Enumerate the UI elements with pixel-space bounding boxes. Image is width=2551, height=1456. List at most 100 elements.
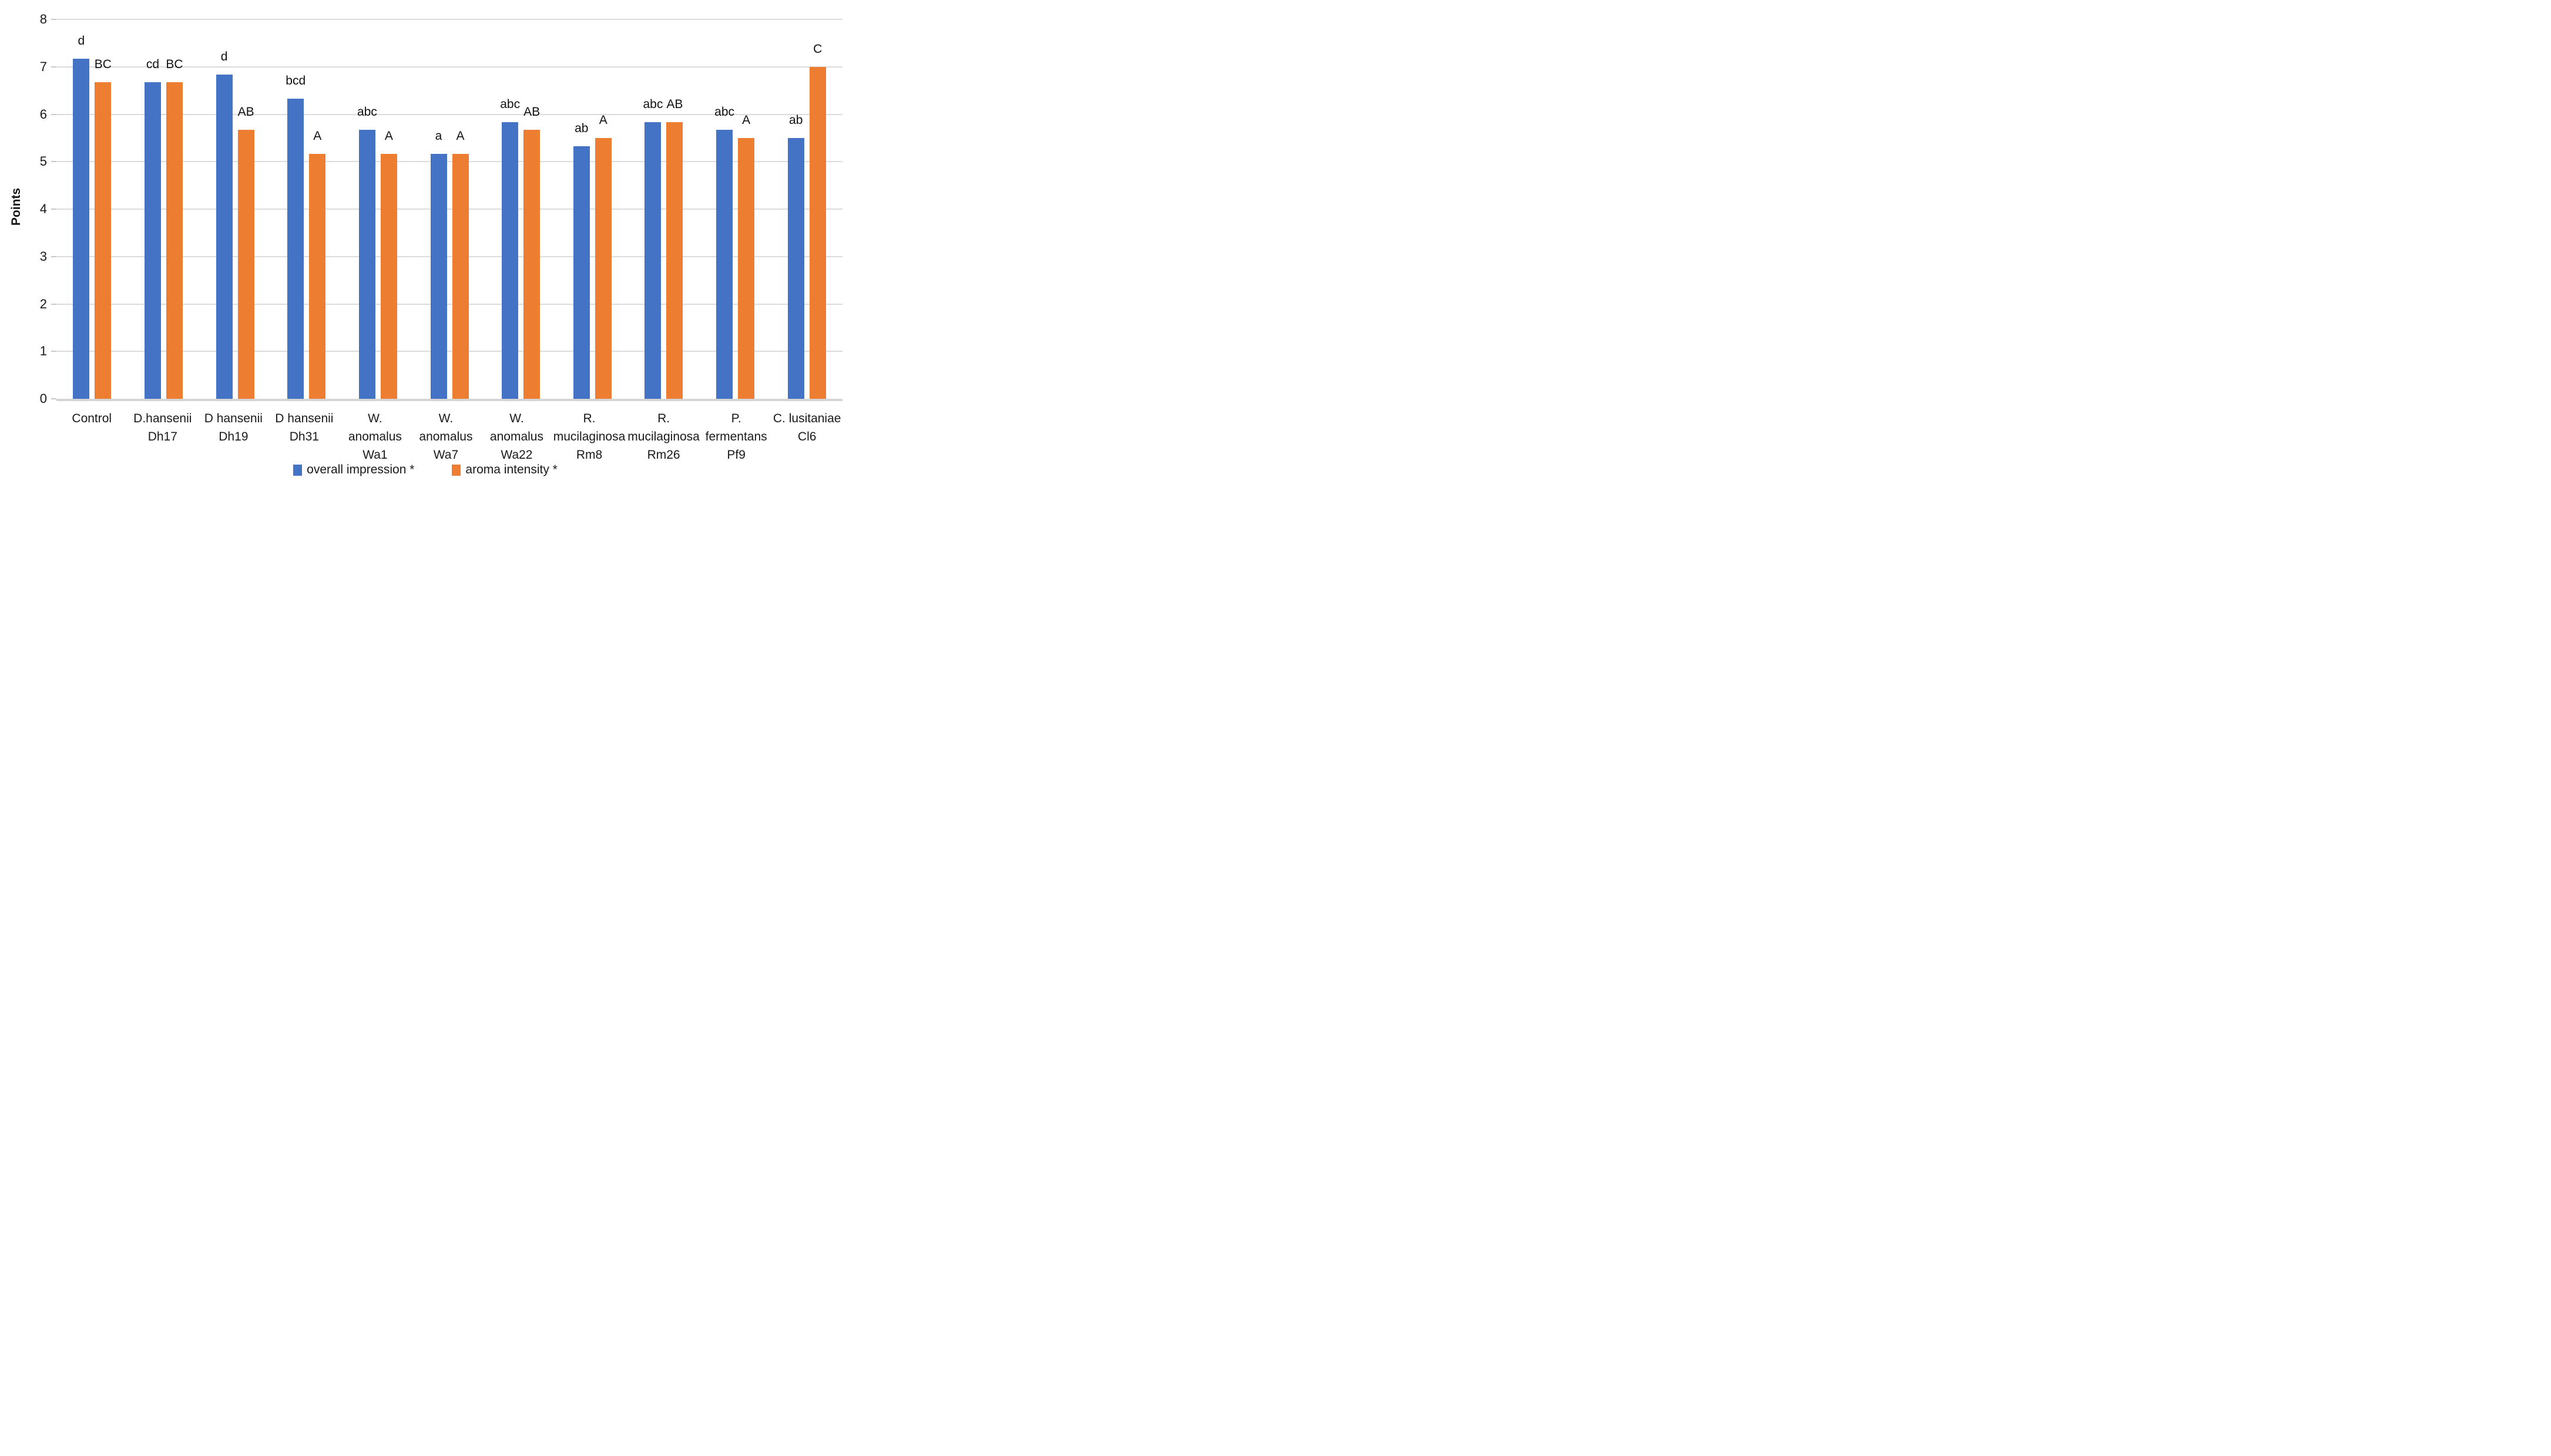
- y-tick-label-8: 8: [39, 12, 47, 26]
- bar-group-Wanomalus-Wa1: abc A: [343, 19, 414, 399]
- x-category-label: P. fermentans Pf9: [705, 412, 767, 462]
- bar-group-Dhansenii-Dh17: cd BC: [128, 19, 200, 399]
- y-tick-mark-1: [51, 351, 56, 352]
- x-axis-labels: Control D.hansenii Dh17 D hansenii Dh19 D han…: [56, 409, 842, 464]
- significance-label: AB: [523, 105, 541, 119]
- legend-label: overall impression *: [307, 463, 415, 476]
- y-tick-mark-4: [51, 209, 56, 210]
- bar-overall-impression-9: abc: [643, 97, 663, 399]
- legend: overall impression * aroma intensity *: [0, 463, 851, 477]
- bar-aroma-intensity-5: A: [380, 129, 397, 399]
- bar-aroma-intensity-8: A: [595, 113, 612, 399]
- y-tick-mark-7: [51, 66, 56, 68]
- significance-label: ab: [575, 121, 589, 135]
- bar-overall-impression-6: a: [430, 129, 447, 399]
- gridline-y1: [56, 351, 842, 352]
- bar-group-Wanomalus-Wa22: abc AB: [485, 19, 557, 399]
- x-category-label: D.hansenii Dh17: [133, 412, 192, 443]
- bar-aroma-intensity-7: AB: [523, 105, 540, 399]
- bar-overall-impression-10: abc: [714, 105, 734, 399]
- x-category-label: R. mucilaginosa Rm26: [627, 412, 700, 462]
- gridline-y8: [56, 19, 842, 20]
- gridline-y7: [56, 66, 842, 68]
- significance-label: AB: [237, 105, 254, 119]
- significance-label: bcd: [286, 73, 306, 88]
- y-tick-label-0: 0: [39, 391, 47, 406]
- bar-group-R-mucilaginosa-Rm26: abc AB: [628, 19, 700, 399]
- gridline-y2: [56, 303, 842, 305]
- legend-item-overall-impression: overall impression *: [293, 463, 414, 477]
- significance-label: ab: [789, 113, 803, 127]
- bar-overall-impression-3: d: [216, 50, 233, 399]
- significance-label: C: [813, 42, 823, 56]
- y-tick-label-6: 6: [39, 106, 47, 122]
- legend-swatch-blue: [293, 464, 303, 476]
- bar-group-P-fermentans-Pf9: abc A: [700, 19, 771, 399]
- bar-aroma-intensity-11: C: [809, 42, 826, 399]
- x-category-label: D hansenii Dh31: [275, 412, 334, 443]
- legend-swatch-orange: [452, 464, 461, 476]
- y-axis-title: Points: [9, 187, 23, 226]
- x-category-label: Control: [72, 412, 112, 425]
- bar-group-R-mucilaginosa-Rm8: ab A: [556, 19, 628, 399]
- y-tick-label-1: 1: [39, 344, 47, 359]
- significance-label: A: [313, 129, 322, 143]
- y-tick-label-4: 4: [39, 201, 47, 216]
- bar-overall-impression-7: abc: [500, 97, 520, 399]
- gridline-y4: [56, 209, 842, 210]
- gridline-y5: [56, 161, 842, 163]
- y-tick-label-2: 2: [39, 296, 47, 311]
- significance-label: A: [384, 129, 393, 143]
- y-tick-mark-2: [51, 303, 56, 305]
- bar-aroma-intensity-6: A: [452, 129, 469, 399]
- significance-label: d: [78, 34, 85, 48]
- bar-overall-impression-1: d: [73, 34, 90, 399]
- bar-aroma-intensity-10: A: [738, 113, 755, 399]
- y-tick-mark-5: [51, 161, 56, 163]
- bar-overall-impression-5: abc: [357, 105, 377, 399]
- significance-label: abc: [357, 105, 377, 119]
- bar-overall-impression-11: ab: [787, 113, 804, 399]
- significance-label: AB: [666, 97, 683, 112]
- bar-aroma-intensity-2: BC: [166, 58, 183, 399]
- significance-label: a: [435, 129, 442, 143]
- significance-label: A: [742, 113, 751, 127]
- bar-group-Dhansenii-Dh31: bcd A: [271, 19, 343, 399]
- significance-label: abc: [643, 97, 663, 112]
- y-tick-mark-8: [51, 19, 56, 20]
- bar-group-Clusitaniae-Cl6: ab C: [771, 19, 842, 399]
- bar-aroma-intensity-4: A: [309, 129, 326, 399]
- legend-item-aroma-intensity: aroma intensity *: [452, 463, 558, 477]
- bar-overall-impression-2: cd: [144, 58, 161, 399]
- bar-overall-impression-8: ab: [573, 122, 590, 399]
- significance-label: abc: [714, 105, 735, 119]
- significance-label: BC: [166, 58, 183, 72]
- significance-label: abc: [500, 97, 521, 112]
- y-tick-mark-6: [51, 113, 56, 115]
- bar-aroma-intensity-3: AB: [238, 105, 254, 399]
- x-category-label: W. anomalus Wa7: [419, 412, 473, 462]
- x-category-label: W. anomalus Wa1: [348, 412, 402, 462]
- x-category-label: R. mucilaginosa Rm8: [553, 412, 626, 462]
- significance-label: cd: [146, 58, 160, 72]
- bar-group-Dhansenii-Dh19: d AB: [199, 19, 271, 399]
- gridline-y6: [56, 113, 842, 115]
- y-tick-mark-3: [51, 255, 56, 257]
- y-tick-label-5: 5: [39, 154, 47, 169]
- gridline-y3: [56, 255, 842, 257]
- significance-label: d: [220, 50, 228, 64]
- bar-overall-impression-4: bcd: [286, 74, 306, 399]
- significance-label: A: [456, 129, 465, 143]
- legend-label: aroma intensity *: [465, 463, 558, 476]
- x-category-label: C. lusitaniae Cl6: [773, 412, 841, 443]
- y-tick-label-3: 3: [39, 248, 47, 264]
- significance-label: BC: [94, 58, 112, 72]
- significance-label: A: [599, 113, 607, 127]
- bar-aroma-intensity-1: BC: [95, 58, 112, 399]
- x-category-label: W. anomalus Wa22: [489, 412, 543, 462]
- bar-group-Control: d BC: [56, 19, 128, 399]
- y-tick-mark-0: [51, 398, 56, 399]
